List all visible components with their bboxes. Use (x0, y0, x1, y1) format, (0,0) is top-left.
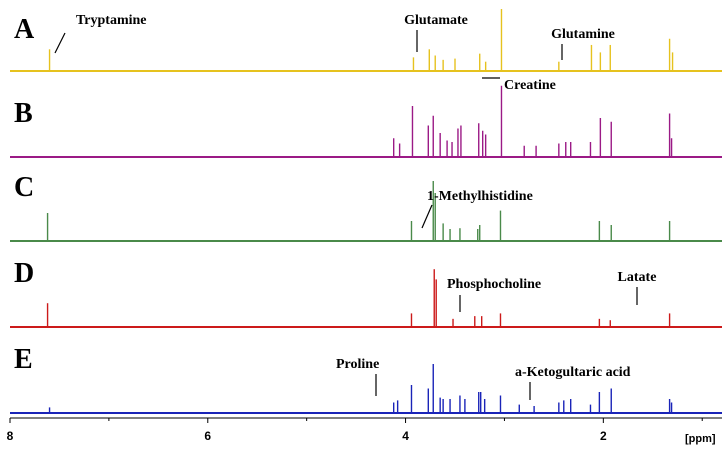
spectrum-c (10, 181, 722, 242)
annotation-1-methylhistidine: 1-Methylhistidine (427, 189, 533, 204)
x-tick-label-2: 2 (600, 429, 607, 443)
x-tick-label-6: 6 (204, 429, 211, 443)
annotation-glutamine: Glutamine (551, 27, 615, 42)
annotation-creatine: Creatine (504, 78, 556, 93)
annotation-group: A B C D E Tryptamine Glutamate Glutamine Creatin… (14, 13, 656, 400)
x-tick-label-8: 8 (7, 429, 14, 443)
panel-label-b: B (14, 98, 33, 129)
panel-label-d: D (14, 258, 34, 289)
annotation-a-ketogultaric-acid: a-Ketogultaric acid (515, 365, 631, 380)
spectrum-e (10, 364, 722, 414)
x-axis: [ppm] 8 6 4 2 (7, 417, 722, 445)
spectra-group (10, 9, 722, 414)
annotation-proline: Proline (336, 357, 379, 372)
panel-label-a: A (14, 14, 35, 45)
panel-label-c: C (14, 172, 34, 203)
annotation-phosphocholine: Phosphocholine (447, 277, 541, 292)
spectrum-d (10, 269, 722, 328)
panel-label-e: E (14, 344, 33, 375)
annotation-leader-1-methylhistidine (421, 204, 433, 229)
annotation-tryptamine: Tryptamine (76, 13, 147, 28)
x-tick-label-4: 4 (402, 429, 409, 443)
annotation-leader-tryptamine (54, 32, 66, 54)
annotation-latate: Latate (618, 270, 657, 285)
x-axis-unit-label: [ppm] (685, 433, 716, 445)
spectrum-b (10, 85, 722, 158)
spectrum-a (10, 9, 722, 72)
annotation-glutamate: Glutamate (404, 13, 468, 28)
